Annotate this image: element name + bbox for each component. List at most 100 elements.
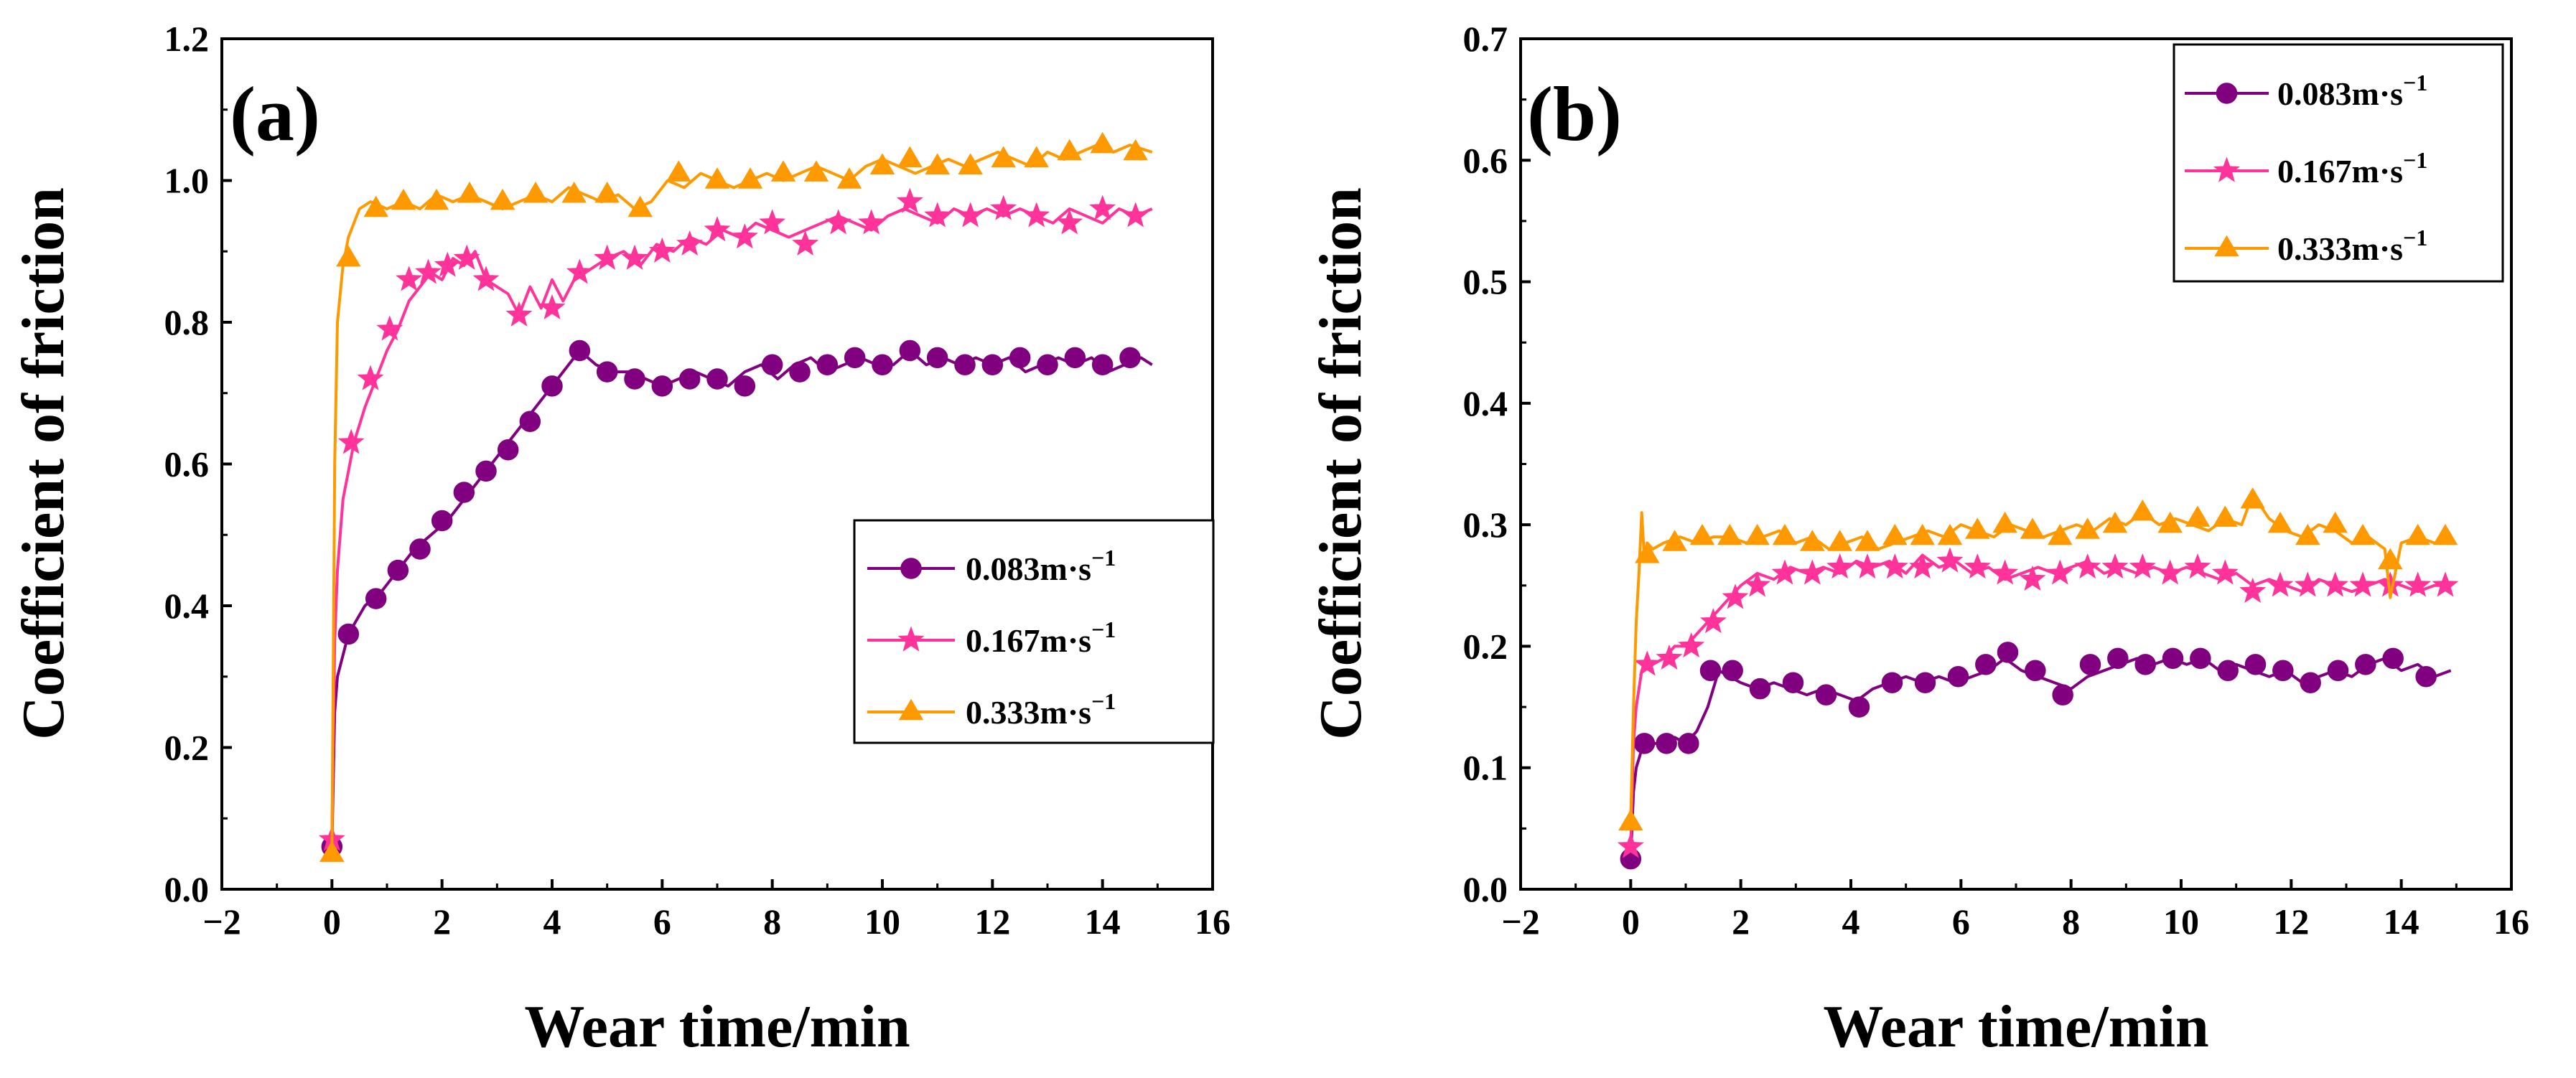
panel-b-data-point-star [1992, 559, 2019, 585]
panel-a-xtick-label: 16 [1195, 901, 1231, 942]
panel-a-data-point-star [1089, 194, 1116, 220]
panel-b-data-point-triangle [2295, 523, 2320, 545]
panel-b-data-point-circle [1678, 733, 1699, 754]
panel-b-xtick-label: 4 [1842, 901, 1860, 942]
panel-a-data-point-circle [596, 361, 618, 383]
panel-a-legend-label: 0.083m·s−1 [966, 545, 1116, 587]
panel-a-xtick-label: 4 [543, 901, 561, 942]
panel-b-data-point-circle [1914, 672, 1936, 693]
panel-a-data-point-circle [475, 460, 497, 482]
panel-b-ytick-label: 0.5 [1463, 262, 1508, 302]
panel-a-xtick-label: 8 [763, 901, 781, 942]
panel-a-data-point-star [924, 202, 951, 228]
panel-a-data-point-star [357, 365, 384, 390]
panel-b-data-point-star [2129, 553, 2156, 579]
panel-a-data-point-circle [761, 354, 783, 375]
panel-a-legend-marker-star [897, 626, 925, 652]
panel-a-legend-marker-triangle [898, 698, 924, 721]
panel-b-ytick-label: 0.6 [1463, 140, 1508, 180]
panel-a-data-point-star [957, 202, 984, 228]
panel-b-ytick-label: 0.7 [1463, 19, 1508, 59]
panel-b-legend-label: 0.333m·s−1 [2277, 225, 2427, 267]
panel-b-ytick-label: 0.0 [1463, 869, 1508, 909]
panel-b-data-point-circle [1881, 672, 1903, 693]
panel-a-data-point-circle [1037, 354, 1058, 375]
panel-b-data-point-star [1826, 553, 1854, 579]
panel-a-data-point-circle [497, 439, 519, 461]
panel-a-xtick-label: 10 [864, 901, 900, 942]
panel-b-xtick-label: −2 [1501, 901, 1540, 942]
panel-b: −2 0 2 4 6 8 10 12 14 160.00.10.20.30.40.50.60.7 … [1307, 19, 2529, 1060]
panel-b-series-line-star [1629, 553, 2451, 847]
panel-b-data-point-circle [1782, 672, 1804, 693]
panel-b-data-point-star [1722, 583, 1749, 609]
panel-a-data-point-triangle [836, 167, 862, 189]
panel-b-data-point-star [1854, 553, 1881, 579]
panel-a-legend: 0.083m·s−1 0.167m·s−1 0.333m·s−1 [853, 519, 1215, 744]
panel-b-xtick-label: 0 [1622, 901, 1640, 942]
panel-a-data-point-triangle [594, 182, 620, 203]
panel-b-data-point-star [2349, 571, 2376, 597]
panel-a-data-point-circle [899, 339, 921, 362]
panel-b-data-point-star [2019, 565, 2046, 591]
panel-b-series [1617, 487, 2459, 870]
panel-a-data-point-star [621, 244, 648, 270]
panel-b-data-point-circle [2134, 654, 2156, 675]
panel-b-data-point-circle [2162, 647, 2184, 670]
panel-a-data-point-circle [1064, 347, 1086, 369]
panel-b-data-point-triangle [2075, 517, 2100, 539]
panel-b-data-point-star [2404, 571, 2432, 597]
panel-b-data-point-circle [2190, 647, 2211, 670]
panel-b-ytick-label: 0.4 [1463, 383, 1508, 423]
panel-a-ytick-label: 1.0 [164, 161, 210, 201]
panel-a-data-point-triangle [490, 188, 515, 210]
panel-a-data-point-star [896, 187, 923, 213]
panel-a-data-point-star [472, 266, 500, 291]
panel-a-data-point-triangle [770, 160, 796, 182]
panel-b-data-point-triangle [1717, 523, 1742, 545]
panel-b-data-point-triangle [2048, 523, 2073, 545]
panel-b-data-point-circle [1997, 642, 2019, 663]
panel-b-data-point-circle [1656, 733, 1677, 754]
panel-a-data-point-circle [706, 368, 728, 390]
panel-b-data-point-star [2046, 559, 2073, 585]
panel-a-data-point-triangle [704, 167, 730, 189]
panel-b-data-point-triangle [1882, 523, 1908, 545]
panel-b-data-point-triangle [1635, 542, 1660, 563]
panel-b-data-point-circle [2244, 654, 2267, 675]
panel-b-series-line-circle [1629, 657, 2452, 859]
panel-a-data-point-circle [678, 368, 701, 390]
panel-a-data-point-star [1122, 202, 1149, 228]
panel-b-data-point-circle [2217, 660, 2239, 682]
panel-b-legend-label: 0.083m·s−1 [2277, 70, 2427, 112]
panel-b-legend-marker-circle [2216, 83, 2238, 104]
panel-a-data-point-circle [624, 368, 645, 390]
panel-a-ytick-label: 0.0 [164, 869, 210, 909]
panel-a-data-point-triangle [561, 182, 587, 203]
panel-a-data-point-triangle [523, 182, 549, 203]
panel-a-data-point-triangle [336, 245, 361, 267]
panel-b-data-point-triangle [2240, 487, 2265, 509]
panel-a-data-point-circle [734, 375, 756, 397]
panel-b-data-point-star [2294, 571, 2321, 597]
panel-a-data-point-star [825, 209, 852, 235]
panel-b-data-point-circle [2355, 654, 2376, 675]
panel-b-data-point-star [2157, 559, 2184, 585]
panel-a-ytick-label: 0.4 [164, 586, 210, 626]
panel-a-data-point-triangle [1024, 146, 1049, 168]
panel-b-data-point-star [1744, 571, 1771, 597]
panel-b-data-point-triangle [1965, 517, 1990, 539]
panel-a-data-point-triangle [457, 182, 482, 203]
panel-b-data-point-triangle [2157, 511, 2183, 533]
panel-a-data-point-star [566, 258, 593, 284]
panel-a-data-point-star [337, 428, 365, 454]
panel-b-data-point-triangle [2323, 511, 2348, 533]
panel-b-data-point-triangle [1992, 511, 2017, 533]
panel-b-data-point-star [1936, 547, 1964, 573]
panel-a-label: (a) [230, 72, 320, 157]
panel-a-data-point-star [538, 294, 566, 319]
panel-a-series [318, 131, 1153, 862]
panel-b-legend: 0.083m·s−1 0.167m·s−1 0.333m·s−1 [2173, 43, 2504, 283]
panel-b-data-point-circle [1848, 696, 1870, 718]
panel-b-data-point-circle [1699, 660, 1722, 682]
